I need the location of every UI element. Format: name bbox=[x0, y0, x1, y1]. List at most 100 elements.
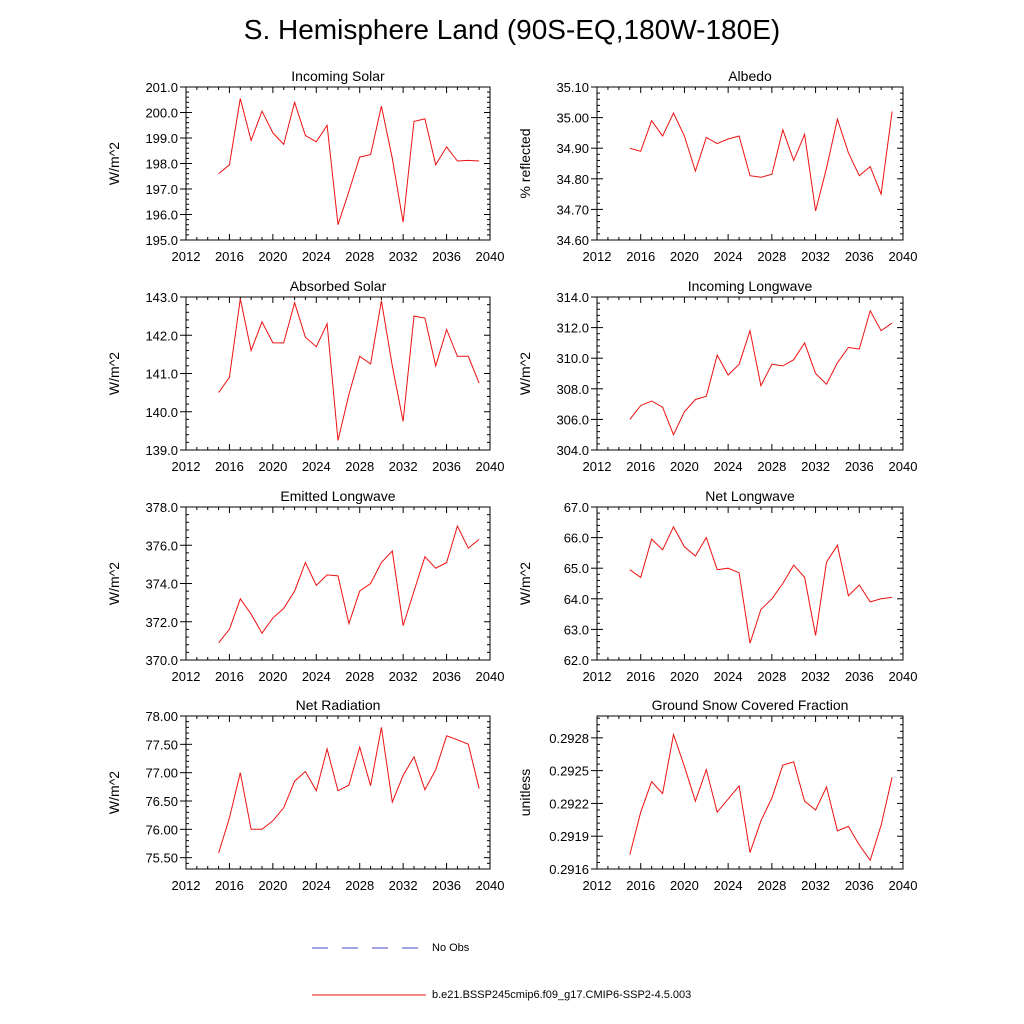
plot-frame bbox=[185, 86, 491, 241]
chart-panel-2: Albedo % reflected 2012 2016 2020 2024 2028 203… bbox=[517, 68, 917, 264]
x-tick-label: 2016 bbox=[215, 669, 244, 684]
y-tick-label: 34.90 bbox=[556, 141, 589, 156]
x-tick-label: 2016 bbox=[626, 669, 655, 684]
y-tick-label: 200.0 bbox=[145, 106, 178, 121]
legend-obs-line bbox=[312, 947, 422, 949]
x-tick-label: 2040 bbox=[476, 878, 505, 893]
x-tick-label: 2040 bbox=[889, 669, 918, 684]
chart-panel-1: Incoming Solar W/m^2 2012 2016 2020 2024 2028 2… bbox=[106, 68, 504, 264]
x-tick-label: 2028 bbox=[757, 878, 786, 893]
x-tick-label: 2024 bbox=[714, 669, 743, 684]
chart-title: Albedo bbox=[728, 68, 772, 84]
y-tick-label: 34.70 bbox=[556, 202, 589, 217]
x-tick-label: 2024 bbox=[714, 878, 743, 893]
y-tick-label: 76.00 bbox=[145, 822, 178, 837]
y-tick-label: 195.0 bbox=[145, 233, 178, 248]
plot-frame bbox=[596, 86, 904, 241]
y-tick-label: 310.0 bbox=[556, 351, 589, 366]
legend-model-label: b.e21.BSSP245cmip6.f09_g17.CMIP6-SSP2-4.… bbox=[432, 989, 692, 1001]
plot-frame bbox=[185, 715, 491, 870]
x-tick-label: 2028 bbox=[757, 459, 786, 474]
y-tick-label: 304.0 bbox=[556, 443, 589, 458]
x-tick-label: 2024 bbox=[302, 878, 331, 893]
x-tick-label: 2036 bbox=[845, 249, 874, 264]
y-tick-label: 314.0 bbox=[556, 290, 589, 305]
y-tick-label: 308.0 bbox=[556, 382, 589, 397]
y-tick-label: 197.0 bbox=[145, 182, 178, 197]
y-axis-label: % reflected bbox=[517, 128, 533, 198]
series-line bbox=[218, 298, 480, 441]
y-tick-label: 63.0 bbox=[564, 622, 589, 637]
x-tick-label: 2012 bbox=[172, 249, 201, 264]
x-tick-label: 2024 bbox=[302, 669, 331, 684]
x-tick-label: 2024 bbox=[714, 249, 743, 264]
y-tick-label: 196.0 bbox=[145, 208, 178, 223]
x-tick-label: 2012 bbox=[172, 669, 201, 684]
y-tick-label: 370.0 bbox=[145, 653, 178, 668]
x-tick-label: 2036 bbox=[845, 878, 874, 893]
x-tick-label: 2036 bbox=[432, 669, 461, 684]
x-tick-label: 2020 bbox=[258, 878, 287, 893]
plot-frame bbox=[596, 506, 904, 661]
series-line bbox=[629, 525, 893, 644]
chart-title: Absorbed Solar bbox=[290, 278, 387, 294]
x-tick-label: 2032 bbox=[801, 249, 830, 264]
chart-title: Incoming Longwave bbox=[688, 278, 813, 294]
y-tick-label: 66.0 bbox=[564, 531, 589, 546]
series-line bbox=[629, 309, 893, 436]
x-tick-label: 2012 bbox=[583, 669, 612, 684]
chart-title: Emitted Longwave bbox=[280, 488, 395, 504]
y-tick-label: 142.0 bbox=[145, 328, 178, 343]
x-tick-label: 2036 bbox=[432, 249, 461, 264]
page-title: S. Hemisphere Land (90S-EQ,180W-180E) bbox=[243, 14, 781, 45]
y-tick-label: 34.80 bbox=[556, 172, 589, 187]
x-tick-label: 2016 bbox=[626, 249, 655, 264]
y-tick-label: 67.0 bbox=[564, 500, 589, 515]
x-tick-label: 2040 bbox=[476, 669, 505, 684]
x-tick-label: 2032 bbox=[389, 669, 418, 684]
y-tick-label: 0.2928 bbox=[549, 731, 589, 746]
x-tick-label: 2040 bbox=[476, 459, 505, 474]
x-tick-label: 2028 bbox=[345, 878, 374, 893]
x-tick-label: 2024 bbox=[302, 249, 331, 264]
chart-panel-8: Ground Snow Covered Fraction unitless 2012… bbox=[517, 697, 917, 893]
y-tick-label: 75.50 bbox=[145, 851, 178, 866]
x-tick-label: 2028 bbox=[345, 249, 374, 264]
x-tick-label: 2028 bbox=[345, 669, 374, 684]
x-tick-label: 2012 bbox=[583, 878, 612, 893]
x-tick-label: 2040 bbox=[889, 249, 918, 264]
x-tick-label: 2032 bbox=[389, 249, 418, 264]
y-tick-label: 143.0 bbox=[145, 290, 178, 305]
plot-frame bbox=[596, 715, 904, 870]
y-tick-label: 306.0 bbox=[556, 412, 589, 427]
x-tick-label: 2020 bbox=[670, 249, 699, 264]
x-tick-label: 2020 bbox=[258, 249, 287, 264]
x-tick-label: 2032 bbox=[801, 459, 830, 474]
y-tick-label: 0.2919 bbox=[549, 829, 589, 844]
chart-title: Net Radiation bbox=[296, 697, 381, 713]
y-tick-label: 198.0 bbox=[145, 157, 178, 172]
x-tick-label: 2036 bbox=[845, 459, 874, 474]
x-tick-label: 2028 bbox=[757, 669, 786, 684]
x-tick-label: 2020 bbox=[670, 669, 699, 684]
y-axis-label: W/m^2 bbox=[106, 352, 122, 395]
y-tick-label: 35.10 bbox=[556, 80, 589, 95]
y-tick-label: 376.0 bbox=[145, 538, 178, 553]
x-tick-label: 2028 bbox=[345, 459, 374, 474]
y-tick-label: 312.0 bbox=[556, 321, 589, 336]
legend-model-line bbox=[312, 994, 426, 996]
x-tick-label: 2040 bbox=[889, 459, 918, 474]
x-tick-label: 2032 bbox=[389, 459, 418, 474]
y-tick-label: 378.0 bbox=[145, 500, 178, 515]
x-tick-label: 2020 bbox=[670, 878, 699, 893]
series-line bbox=[218, 524, 480, 644]
x-tick-label: 2028 bbox=[757, 249, 786, 264]
x-tick-label: 2032 bbox=[801, 669, 830, 684]
y-tick-label: 140.0 bbox=[145, 405, 178, 420]
plot-frame bbox=[185, 506, 491, 661]
x-tick-label: 2024 bbox=[714, 459, 743, 474]
x-tick-label: 2032 bbox=[389, 878, 418, 893]
x-tick-label: 2012 bbox=[583, 249, 612, 264]
y-tick-label: 76.50 bbox=[145, 794, 178, 809]
